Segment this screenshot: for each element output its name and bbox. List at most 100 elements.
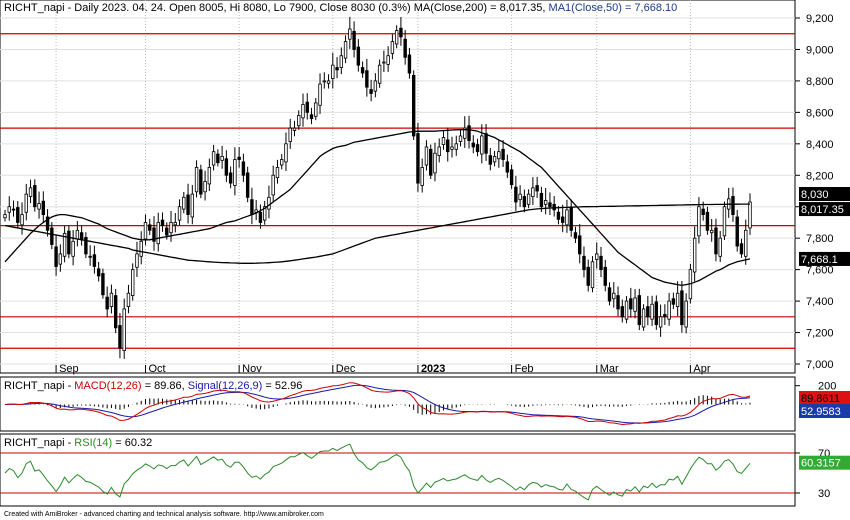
candle-body <box>552 203 556 211</box>
candle-body <box>671 298 676 305</box>
candlesticks <box>3 16 752 359</box>
rsi-guide-lines <box>0 452 795 494</box>
candle-body <box>709 229 714 234</box>
price-ytick-label: 9,000 <box>806 44 834 56</box>
candle-body <box>735 216 739 247</box>
candle-body <box>654 301 659 326</box>
macd-panel[interactable]: RICHT_napi - MACD(12,26) = 89.86, Signal… <box>0 376 850 432</box>
candle-body <box>403 38 407 58</box>
candle-body <box>216 153 220 164</box>
candle-body <box>309 114 314 120</box>
candle-body <box>131 269 135 296</box>
candle-body <box>254 209 258 213</box>
candle-body <box>590 261 595 289</box>
candle-body <box>633 297 637 312</box>
candle-body <box>675 292 680 307</box>
candle-body <box>548 202 552 208</box>
candle-body <box>169 222 173 234</box>
price-ytick-label: 9,200 <box>806 13 834 25</box>
candle-body <box>224 158 229 176</box>
macd-ytick-label: 200 <box>818 381 836 393</box>
macd-title-ticker: RICHT_napi - <box>4 380 74 392</box>
candle-body <box>348 28 352 40</box>
candle-body <box>535 185 539 192</box>
candle-body <box>67 230 71 255</box>
candle-body <box>301 104 305 119</box>
candle-body <box>658 316 663 328</box>
candle-body <box>505 161 510 173</box>
macd-title-signal: Signal(12,26,9) <box>185 380 263 392</box>
candle-body <box>714 227 718 255</box>
price-grid <box>0 17 795 365</box>
candle-body <box>45 216 50 231</box>
macd-line <box>4 382 751 426</box>
candle-body <box>156 222 160 245</box>
candle-body <box>501 148 505 160</box>
candle-body <box>194 167 199 193</box>
candle-body <box>637 295 642 326</box>
candle-body <box>386 55 390 65</box>
candle-body <box>122 308 126 352</box>
price-ytick-label: 7,800 <box>806 233 834 245</box>
candle-body <box>3 214 7 219</box>
candle-body <box>394 30 399 45</box>
candle-body <box>446 139 450 153</box>
candle-body <box>471 142 475 148</box>
candle-body <box>16 207 20 223</box>
candle-body <box>92 254 97 267</box>
candle-body <box>105 296 109 310</box>
candle-body <box>343 41 348 59</box>
candle-body <box>241 161 246 176</box>
candle-body <box>603 266 607 286</box>
candle-body <box>556 211 561 220</box>
rsi-panel-frame <box>0 433 796 507</box>
candle-body <box>37 203 41 210</box>
macd-title-signal-value: = 52.96 <box>262 380 302 392</box>
candle-body <box>88 255 92 258</box>
candle-body <box>271 174 275 196</box>
month-label: Mar <box>600 363 619 375</box>
candle-body <box>514 186 518 203</box>
candle-body <box>135 253 139 268</box>
candle-body <box>186 194 190 215</box>
macd-title: RICHT_napi - MACD(12,26) = 89.86, Signal… <box>4 380 302 392</box>
price-title-ticker: RICHT_napi <box>4 2 65 14</box>
price-panel[interactable]: RICHT_napi - Daily 2023. 04. 24. Open 80… <box>0 0 850 375</box>
price-title-period: - Daily 2023. 04. 24. Open 8005, Hi 8080… <box>65 2 414 14</box>
candle-body <box>595 253 599 260</box>
candle-body <box>373 80 378 92</box>
candle-body <box>582 255 586 271</box>
candle-body <box>616 295 620 310</box>
candle-body <box>139 240 143 257</box>
candle-body <box>58 253 63 265</box>
candle-body <box>96 268 101 277</box>
candle-body <box>475 144 480 153</box>
candle-body <box>118 325 122 349</box>
candle-body <box>433 152 437 174</box>
price-title: RICHT_napi - Daily 2023. 04. 24. Open 80… <box>4 2 677 14</box>
candle-body <box>79 232 84 241</box>
price-last-labels: 8,030 8,017.35 7,668.1 <box>799 187 850 266</box>
price-ytick-label: 8,200 <box>806 170 834 182</box>
price-panel-frame <box>0 0 796 374</box>
candle-body <box>663 314 667 318</box>
month-labels: Sep Oct Nov Dec 2023 Feb Mar Apr <box>55 363 711 375</box>
candle-body <box>203 181 207 193</box>
rsi-line <box>4 443 751 501</box>
candle-body <box>292 127 297 131</box>
candle-body <box>416 133 420 184</box>
candle-body <box>335 67 339 71</box>
candle-body <box>20 214 24 226</box>
candle-body <box>744 229 748 257</box>
rsi-last-labels: 60.3157 <box>799 455 850 470</box>
candle-body <box>692 237 697 273</box>
month-label: Dec <box>336 363 356 375</box>
candle-body <box>437 146 441 157</box>
last-ma50-label-bg <box>799 251 850 266</box>
candle-body <box>280 159 284 166</box>
candle-body <box>233 159 237 186</box>
candle-body <box>607 287 612 302</box>
candle-body <box>331 64 335 79</box>
